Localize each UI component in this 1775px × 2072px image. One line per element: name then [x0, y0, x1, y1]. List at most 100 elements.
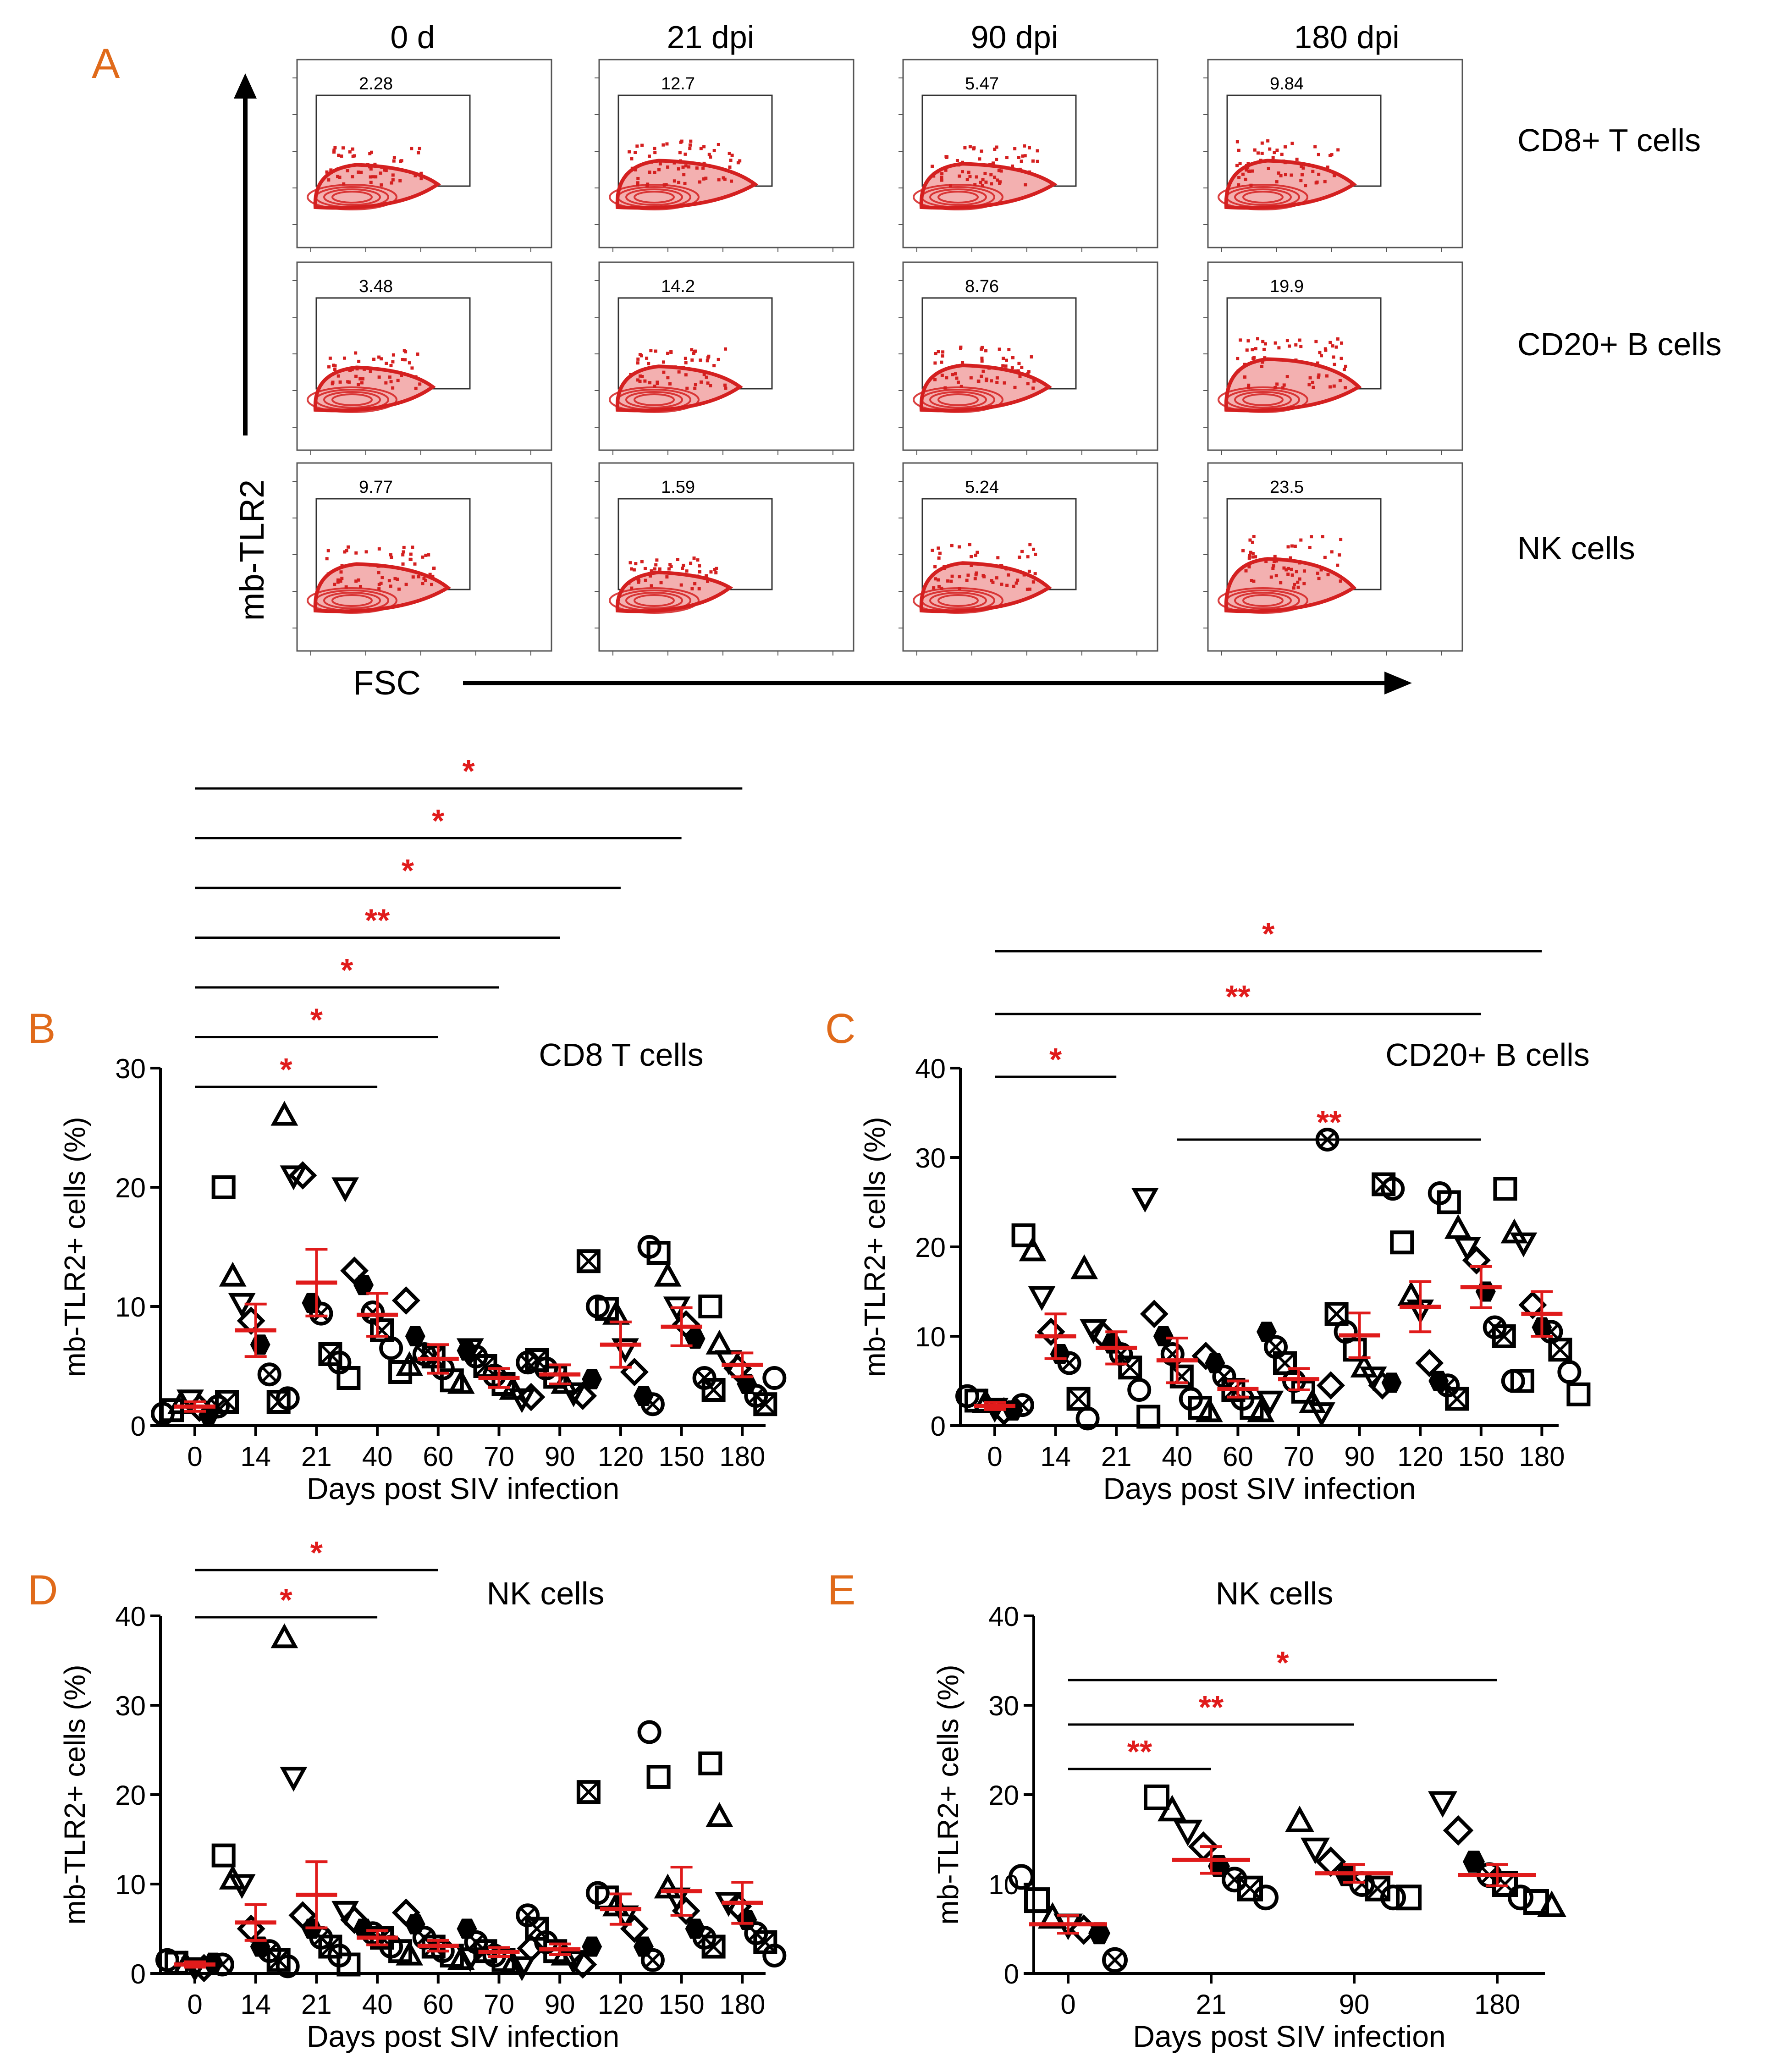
- flow-event-dot: [636, 378, 639, 382]
- flow-event-dot: [1298, 561, 1301, 565]
- flow-event-dot: [1017, 362, 1021, 365]
- flow-event-dot: [738, 159, 742, 163]
- chart-title: NK cells: [487, 1576, 605, 1611]
- data-point: [379, 1336, 403, 1360]
- data-point: [517, 1934, 546, 1963]
- flow-event-dot: [1317, 577, 1321, 580]
- flow-plot-frame: [902, 59, 1158, 248]
- data-point: [698, 1751, 722, 1775]
- flow-event-dot: [326, 572, 330, 576]
- flow-population: [307, 146, 441, 210]
- flow-event-dot: [421, 582, 424, 585]
- flow-event-dot: [689, 139, 693, 143]
- marker-part: [526, 1349, 548, 1372]
- flow-event-dot: [1284, 173, 1287, 176]
- flow-event-dot: [723, 383, 727, 387]
- flow-event-dot: [1344, 364, 1347, 368]
- flow-event-dot: [681, 567, 684, 570]
- flow-event-dot: [332, 150, 336, 154]
- flow-event-dot: [333, 583, 336, 586]
- flow-event-dot: [339, 570, 343, 574]
- flow-contour-ring: [929, 391, 987, 408]
- flow-event-dot: [705, 574, 708, 578]
- flow-contour-ring: [625, 592, 683, 609]
- flow-contour-ring: [937, 594, 979, 607]
- data-point: [1445, 1387, 1469, 1411]
- flow-event-dot: [937, 546, 940, 550]
- marker-part: [215, 1390, 239, 1414]
- flow-event-dot: [996, 178, 999, 182]
- flow-event-dot: [1246, 339, 1250, 343]
- flow-event-dot: [636, 181, 639, 185]
- flow-event-dot: [351, 154, 355, 158]
- flow-event-dot: [636, 357, 640, 361]
- flow-event-dot: [1239, 338, 1242, 342]
- data-point: [1066, 1387, 1091, 1411]
- data-point: [340, 1256, 369, 1285]
- data-point: [1009, 1864, 1034, 1890]
- flow-event-dot: [430, 576, 434, 580]
- flow-event-dot: [659, 581, 663, 584]
- flow-event-dot: [404, 350, 408, 353]
- flow-plot-grid: 2.28 12.7 5.47 9.84 3.48 14.2 8.76 19.9 9.77 1.59…: [292, 59, 1463, 656]
- marker-part: [1445, 1387, 1469, 1411]
- column-labels: 0 d 21 dpi 90 dpi 180 dpi: [390, 19, 1399, 55]
- gate-value: 2.28: [359, 74, 393, 94]
- flow-event-dot: [988, 163, 992, 166]
- flow-contour-outer: [1224, 557, 1357, 613]
- row-label: CD20+ B cells: [1517, 326, 1721, 362]
- x-tick-label: 90: [545, 1989, 575, 2020]
- flow-event-dot: [934, 352, 937, 356]
- flow-event-dot: [1318, 351, 1322, 354]
- flow-event-dot: [1235, 140, 1239, 143]
- flow-event-dot: [431, 574, 435, 578]
- flow-event-dot: [1248, 554, 1251, 557]
- flow-event-dot: [1241, 172, 1245, 176]
- flow-event-dot: [1308, 546, 1312, 549]
- marker-part: [1067, 1388, 1090, 1410]
- flow-contour-ring: [634, 393, 675, 406]
- flow-event-dot: [706, 356, 710, 360]
- gate-value: 1.59: [661, 478, 695, 497]
- marker-part: [370, 1318, 394, 1342]
- flow-event-dot: [688, 143, 692, 147]
- flow-event-dot: [396, 379, 400, 382]
- flow-event-dot: [960, 170, 964, 174]
- flow-event-dot: [1326, 573, 1330, 577]
- flow-event-dot: [1307, 383, 1311, 386]
- flow-event-dot: [1001, 364, 1005, 368]
- flow-event-dot: [369, 563, 372, 567]
- flow-event-dot: [389, 380, 393, 384]
- flow-event-dot: [377, 547, 381, 551]
- marker-part: [214, 1956, 231, 1973]
- marker-part: [1061, 1355, 1078, 1372]
- flow-event-dot: [702, 145, 706, 149]
- x-tick-label: 70: [484, 1441, 514, 1472]
- flow-event-dot: [328, 356, 332, 360]
- flow-event-dot: [1299, 179, 1303, 182]
- flow-event-dot: [1256, 151, 1260, 155]
- flow-event-dot: [706, 381, 710, 385]
- flow-event-dot: [1286, 545, 1290, 549]
- data-point: [336, 1952, 361, 1977]
- flow-event-dot: [1252, 356, 1256, 359]
- flow-contour-ring: [625, 391, 683, 408]
- x-axis-label: Days post SIV infection: [307, 2019, 619, 2053]
- flow-event-dot: [668, 563, 672, 567]
- flow-event-dot: [945, 376, 948, 380]
- data-point: [211, 1175, 236, 1199]
- data-point: [353, 1275, 374, 1295]
- flow-event-dot: [1245, 348, 1249, 352]
- flow-event-dot: [1266, 139, 1270, 143]
- flow-contour-ring: [609, 587, 700, 614]
- marker-part: [309, 1301, 333, 1326]
- flow-event-dot: [1252, 360, 1256, 364]
- marker-part: [753, 1392, 777, 1416]
- flow-event-dot: [968, 145, 972, 149]
- data-point: [1036, 1317, 1065, 1346]
- data-point: [1566, 1382, 1591, 1406]
- x-tick-label: 0: [187, 1441, 202, 1472]
- data-point: [1285, 1805, 1314, 1832]
- flow-event-dot: [1299, 345, 1303, 348]
- data-point: [257, 1362, 281, 1387]
